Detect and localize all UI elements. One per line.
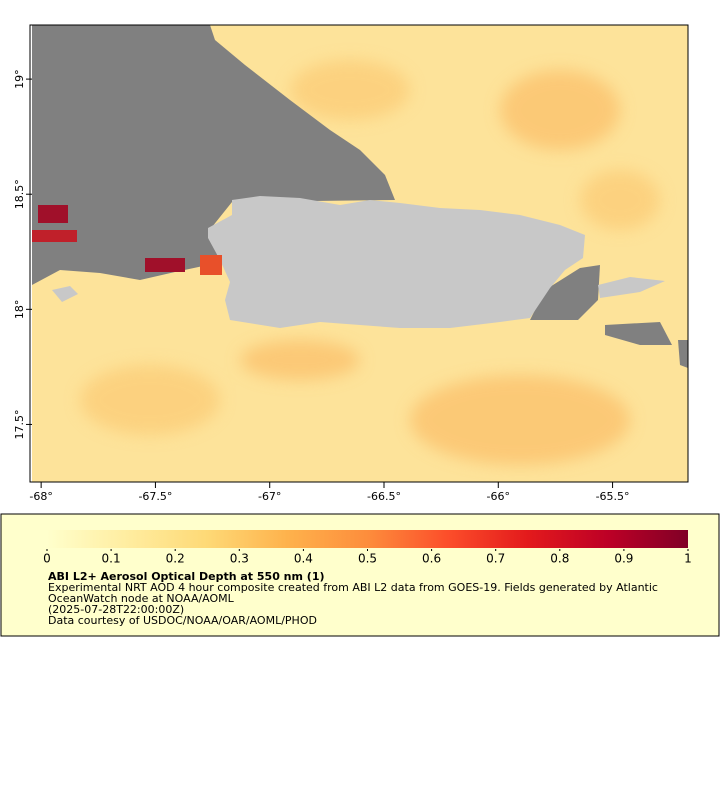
no-data [678, 340, 688, 368]
colorbar-tick-label: 0.9 [614, 552, 633, 566]
x-tick-label: -67° [258, 490, 281, 503]
y-tick-label: 17.5° [13, 409, 26, 439]
no-data [32, 25, 395, 285]
y-tick-label: 18° [13, 300, 26, 320]
no-data [605, 322, 672, 345]
legend-note: Data courtesy of USDOC/NOAA/OAR/AOML/PHO… [48, 614, 317, 627]
x-tick-label: -66.5° [367, 490, 401, 503]
land [598, 277, 665, 298]
high-aod [200, 255, 222, 275]
colorbar-tick-label: 0.4 [294, 552, 313, 566]
y-tick-label: 19° [13, 69, 26, 89]
no-data [530, 265, 600, 320]
x-tick-label: -66° [487, 490, 510, 503]
x-tick-label: -68° [29, 490, 52, 503]
colorbar-tick-label: 0.8 [550, 552, 569, 566]
map [29, 24, 689, 483]
land [208, 196, 585, 328]
colorbar-tick-label: 0.1 [102, 552, 121, 566]
land [52, 286, 78, 302]
map-frame [29, 24, 689, 483]
high-aod [145, 258, 185, 272]
legend-title: ABI L2+ Aerosol Optical Depth at 550 nm … [48, 570, 325, 583]
x-tick-label: -67.5° [138, 490, 172, 503]
high-aod [38, 205, 68, 223]
colorbar [47, 530, 688, 548]
colorbar-tick-label: 0 [43, 552, 51, 566]
x-tick-label: -65.5° [596, 490, 630, 503]
colorbar-tick-label: 0.5 [358, 552, 377, 566]
colorbar-tick-label: 0.2 [166, 552, 185, 566]
colorbar-tick-label: 1 [684, 552, 692, 566]
colorbar-tick-label: 0.6 [422, 552, 441, 566]
colorbar-tick-label: 0.3 [230, 552, 249, 566]
y-tick-label: 18.5° [13, 179, 26, 209]
legend-note: (2025-07-28T22:00:00Z) [48, 603, 184, 616]
legend-note: Experimental NRT AOD 4 hour composite cr… [48, 581, 658, 594]
aod-texture [80, 60, 660, 465]
high-aod [32, 230, 77, 242]
legend-note: OceanWatch node at NOAA/AOML [48, 592, 235, 605]
colorbar-tick-label: 0.7 [486, 552, 505, 566]
